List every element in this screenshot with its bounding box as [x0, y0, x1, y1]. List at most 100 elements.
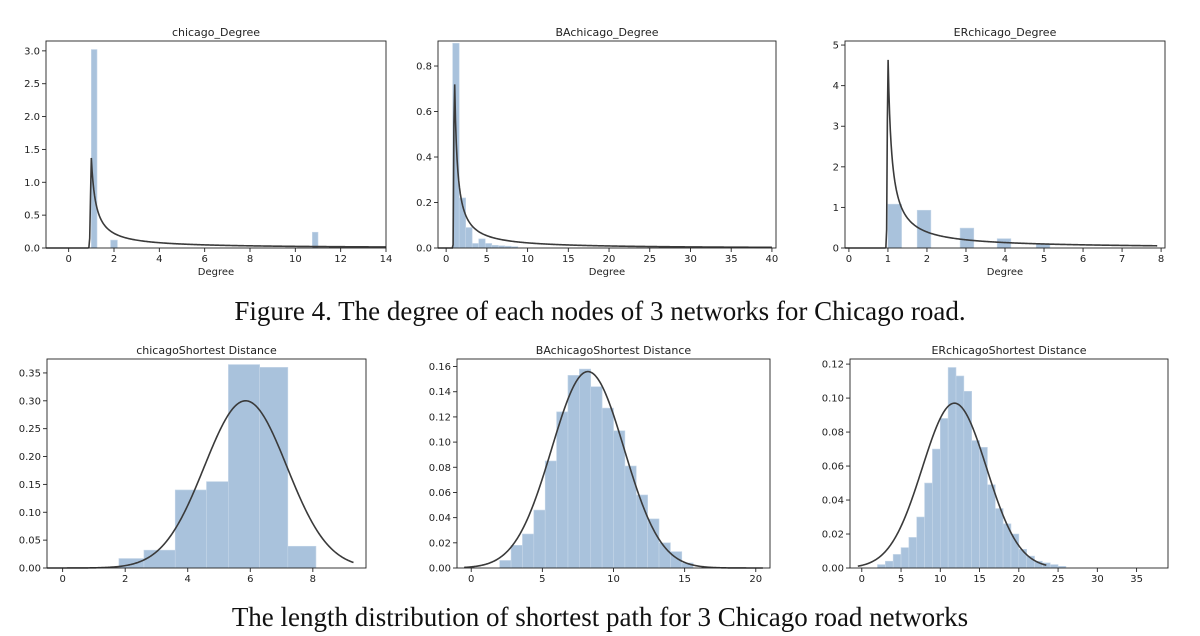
- histogram-bar: [994, 508, 1004, 569]
- y-tick-label: 0.2: [416, 198, 432, 209]
- histogram-bar: [259, 367, 289, 569]
- y-tick-label: 0.20: [19, 452, 41, 463]
- density-curve: [438, 84, 772, 249]
- x-tick-label: 3: [963, 254, 969, 265]
- histogram-bar: [900, 547, 910, 569]
- histogram-bar: [885, 560, 894, 569]
- x-tick-label: 15: [678, 574, 691, 585]
- density-curve: [845, 59, 1158, 249]
- y-tick-label: 0.02: [429, 538, 451, 549]
- histogram-bar: [635, 494, 648, 569]
- x-tick-label: 8: [310, 574, 316, 585]
- x-tick-label: 25: [1052, 574, 1065, 585]
- histogram-bar: [484, 243, 493, 249]
- histogram-bar: [143, 549, 176, 569]
- density-curve: [857, 402, 1047, 567]
- y-tick-label: 4: [833, 81, 839, 92]
- y-tick-label: 2.5: [24, 79, 40, 90]
- x-tick-label: 20: [603, 254, 616, 265]
- y-tick-label: 0.14: [429, 387, 451, 398]
- chart-panel-1: 0 2 4 6 8 10 12 14 0.0 0.5 1.0 1.5 2.0 2.5 3.0 chicago_…: [24, 26, 392, 278]
- x-tick-label: 30: [684, 254, 697, 265]
- x-tick-label: 40: [766, 254, 779, 265]
- histogram-bar: [471, 243, 480, 249]
- y-tick-label: 0.10: [19, 508, 41, 519]
- histogram-bar: [1049, 564, 1059, 569]
- x-axis-label: Degree: [198, 267, 234, 278]
- y-tick-label: 0.30: [19, 396, 41, 407]
- y-tick-label: 2: [833, 162, 839, 173]
- x-axis-label: Degree: [987, 267, 1023, 278]
- y-tick-label: 0.0: [416, 244, 432, 255]
- x-tick-label: 5: [539, 574, 545, 585]
- plot-frame: [46, 358, 367, 569]
- x-tick-label: 6: [201, 254, 207, 265]
- x-tick-label: 0: [59, 574, 65, 585]
- y-tick-label: 0.00: [822, 564, 844, 575]
- y-tick-label: 0.06: [429, 488, 451, 499]
- y-tick-label: 0.10: [429, 438, 451, 449]
- y-tick-label: 0.8: [416, 62, 432, 73]
- histogram-bar: [908, 537, 918, 569]
- x-tick-label: 8: [247, 254, 253, 265]
- x-tick-label: 4: [185, 574, 191, 585]
- plot-frame: [849, 358, 1169, 569]
- chart-title: chicagoShortest Distance: [136, 344, 277, 357]
- chart-panel-6: 0 5 10 15 20 25 30 35 0.00 0.02 0.04 0.06 0.08 0.10 0.…: [822, 344, 1169, 585]
- histogram-bar: [877, 564, 886, 569]
- x-tick-label: 6: [247, 574, 253, 585]
- histogram-bar: [1035, 244, 1051, 249]
- y-tick-label: 0.06: [822, 462, 844, 473]
- histogram-bar: [533, 509, 546, 569]
- density-curve: [464, 370, 763, 569]
- y-tick-label: 0.12: [822, 360, 844, 371]
- y-tick-label: 0.12: [429, 412, 451, 423]
- x-tick-label: 20: [1012, 574, 1025, 585]
- histogram-bar: [647, 518, 660, 569]
- histogram-bar: [947, 367, 957, 569]
- chart-title: chicago_Degree: [172, 26, 260, 39]
- chart-title: BAchicagoShortest Distance: [536, 344, 692, 357]
- x-tick-label: 35: [725, 254, 738, 265]
- x-tick-label: 25: [643, 254, 656, 265]
- x-tick-label: 2: [122, 574, 128, 585]
- chart-title: ERchicagoShortest Distance: [931, 344, 1086, 357]
- x-tick-label: 10: [289, 254, 302, 265]
- plot-frame: [437, 40, 777, 249]
- degree-figure-caption: Figure 4. The degree of each nodes of 3 …: [234, 296, 966, 326]
- x-tick-label: 0: [468, 574, 474, 585]
- histogram-bar: [601, 407, 614, 569]
- histogram-bar: [110, 239, 118, 249]
- y-tick-label: 5: [833, 41, 839, 52]
- histogram-bar: [312, 231, 319, 249]
- histogram-bar: [228, 364, 260, 569]
- x-tick-label: 14: [380, 254, 393, 265]
- y-tick-label: 0: [833, 244, 839, 255]
- x-tick-label: 7: [1119, 254, 1125, 265]
- chart-panel-3: 0 1 2 3 4 5 6 7 8 0 1 2 3 4 5 ERchicago_Degree Degree: [833, 26, 1166, 278]
- y-tick-label: 0.10: [822, 394, 844, 405]
- histogram-bar: [499, 560, 512, 569]
- y-tick-label: 0.4: [416, 153, 432, 164]
- x-tick-label: 4: [156, 254, 162, 265]
- x-tick-label: 15: [973, 574, 986, 585]
- x-tick-label: 5: [1041, 254, 1047, 265]
- x-tick-label: 30: [1091, 574, 1104, 585]
- chart-panel-5: 0 5 10 15 20 0.00 0.02 0.04 0.06 0.08 0.10 0.12 0.14…: [429, 344, 771, 585]
- y-tick-label: 0.08: [429, 463, 451, 474]
- x-tick-label: 12: [334, 254, 347, 265]
- y-tick-label: 0.16: [429, 362, 451, 373]
- histogram-bar: [613, 430, 626, 569]
- histogram-bar: [971, 440, 980, 569]
- y-tick-label: 0.08: [822, 428, 844, 439]
- x-tick-label: 35: [1130, 574, 1143, 585]
- histogram-bar: [287, 545, 317, 569]
- histogram-bar: [579, 368, 592, 569]
- x-tick-label: 4: [1002, 254, 1008, 265]
- x-tick-label: 6: [1080, 254, 1086, 265]
- histogram-bar: [916, 516, 925, 569]
- x-tick-label: 2: [924, 254, 930, 265]
- y-tick-label: 2.0: [24, 112, 40, 123]
- histogram-bar: [510, 545, 523, 569]
